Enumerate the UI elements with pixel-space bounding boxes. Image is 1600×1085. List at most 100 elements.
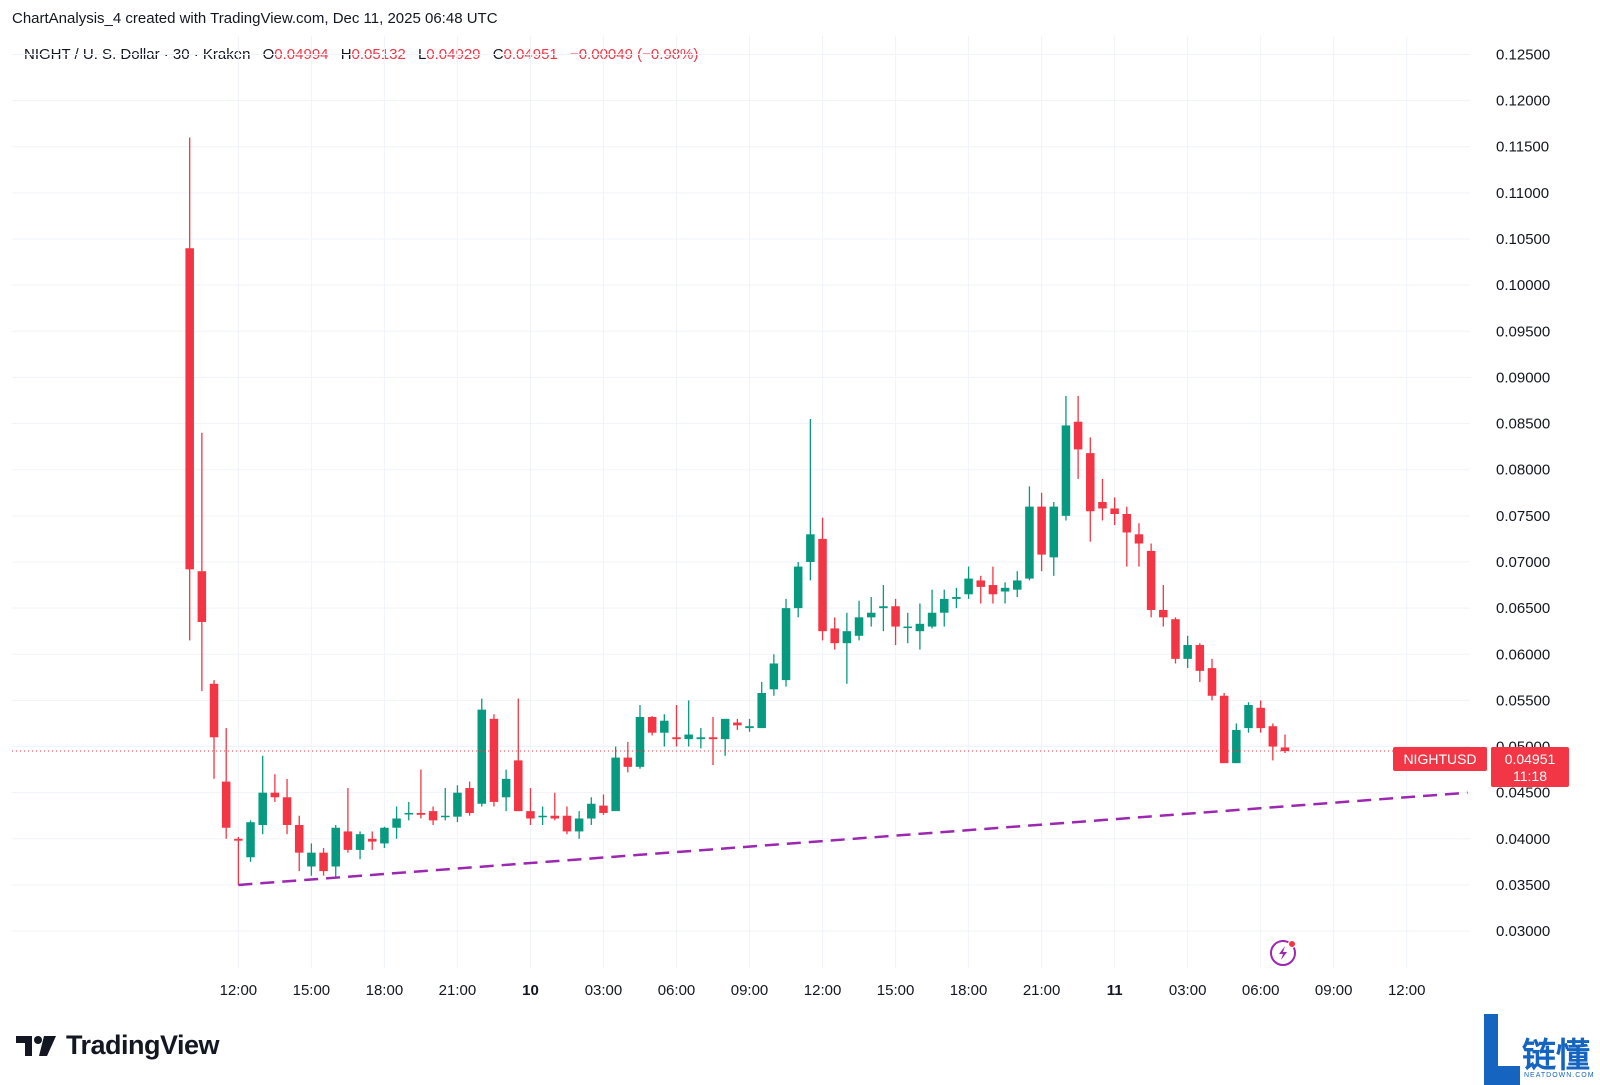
candle-body xyxy=(185,248,194,570)
price-tag-bg xyxy=(1491,747,1569,787)
y-tick-label: 0.12000 xyxy=(1496,93,1550,110)
candle-body xyxy=(246,822,255,858)
y-tick-label: 0.09000 xyxy=(1496,369,1550,386)
x-tick-label: 15:00 xyxy=(293,982,331,999)
candle-up xyxy=(355,831,365,860)
candle-down xyxy=(818,517,827,641)
watermark-cn: 链懂 xyxy=(1522,1036,1590,1076)
x-tick-label: 03:00 xyxy=(1169,982,1207,999)
candle-down xyxy=(1098,478,1107,521)
candle-body xyxy=(538,815,547,818)
candle-body xyxy=(514,760,523,812)
y-tick-label: 0.04000 xyxy=(1496,831,1550,848)
candle-down xyxy=(234,836,243,885)
candle-body xyxy=(294,824,304,853)
candle-body xyxy=(757,693,766,729)
candle-body xyxy=(660,720,669,733)
candle-up xyxy=(1244,702,1253,733)
candle-down xyxy=(550,792,560,821)
candle-up xyxy=(915,603,925,650)
candle-up xyxy=(258,755,267,835)
candle-down xyxy=(623,741,633,773)
candle-up xyxy=(1049,502,1059,576)
candle-up xyxy=(879,585,888,632)
candle-up xyxy=(927,589,937,629)
y-tick-label: 0.11000 xyxy=(1496,185,1549,202)
candle-body xyxy=(221,781,231,828)
candle-up xyxy=(806,418,815,581)
candle-body xyxy=(270,792,280,798)
candle-down xyxy=(562,806,572,835)
y-tick-label: 0.07000 xyxy=(1496,554,1550,571)
support-trendline[interactable] xyxy=(238,791,1468,887)
candle-up xyxy=(781,598,791,687)
candle-body xyxy=(1013,580,1022,590)
candle-up xyxy=(477,698,487,807)
candle-down xyxy=(733,718,742,730)
candle-body xyxy=(891,606,900,627)
candle-body xyxy=(501,778,511,798)
candle-body xyxy=(939,598,949,613)
candle-body xyxy=(331,827,340,867)
candle-body xyxy=(1195,645,1205,671)
candle-body xyxy=(562,815,572,832)
y-tick-label: 0.07500 xyxy=(1496,508,1550,525)
candle-down xyxy=(1280,734,1290,753)
trendline-layer xyxy=(238,791,1468,887)
y-tick-label: 0.08000 xyxy=(1496,462,1550,479)
candle-body xyxy=(599,805,608,813)
y-tick-label: 0.04500 xyxy=(1496,785,1550,802)
candle-body xyxy=(367,838,377,842)
x-tick-label: 09:00 xyxy=(1315,982,1353,999)
x-tick-label: 03:00 xyxy=(585,982,623,999)
candle-body xyxy=(526,811,535,819)
candle-down xyxy=(343,788,353,853)
candle-body xyxy=(392,818,401,828)
price-axis[interactable]: 0.12500 0.12000 0.11500 0.11000 0.10500 0.100… xyxy=(1496,46,1550,940)
candle-body xyxy=(964,578,973,595)
candle-body xyxy=(854,617,864,636)
candle-body xyxy=(1268,726,1278,747)
candle-body xyxy=(611,757,620,812)
candle-down xyxy=(185,137,194,641)
time-axis[interactable]: 12:00 15:00 18:00 21:00 10 03:00 06:00 09:00 12:… xyxy=(220,982,1426,999)
candle-body xyxy=(282,797,292,825)
candle-body xyxy=(952,597,961,599)
candle-up xyxy=(745,718,754,732)
candle-body xyxy=(708,737,718,740)
candle-down xyxy=(197,432,207,692)
x-tick-label: 15:00 xyxy=(877,982,915,999)
tradingview-logo[interactable]: TradingView xyxy=(16,1030,220,1061)
candles xyxy=(185,137,1290,885)
y-tick-label: 0.03000 xyxy=(1496,923,1550,940)
candle-up xyxy=(684,700,693,747)
watermark-l-icon xyxy=(1484,1014,1520,1085)
x-tick-label: 18:00 xyxy=(950,982,988,999)
y-tick-label: 0.10500 xyxy=(1496,231,1550,248)
candle-body xyxy=(1207,668,1217,696)
candle-body xyxy=(1122,513,1132,533)
candle-up xyxy=(769,654,779,696)
x-tick-label: 18:00 xyxy=(366,982,404,999)
candle-body xyxy=(1086,453,1095,512)
candle-body xyxy=(806,534,815,562)
candle-body xyxy=(879,606,888,609)
candle-up xyxy=(307,843,316,876)
candle-body xyxy=(574,818,584,832)
candle-body xyxy=(684,734,693,740)
candlestick-chart[interactable]: 0.12500 0.12000 0.11500 0.11000 0.10500 0.100… xyxy=(0,0,1600,1010)
y-tick-label: 0.03500 xyxy=(1496,877,1550,894)
candle-body xyxy=(1037,506,1046,555)
candle-body xyxy=(1025,506,1034,579)
price-tag-countdown: 11:18 xyxy=(1513,768,1547,784)
candle-body xyxy=(793,566,803,609)
lightning-icon[interactable] xyxy=(1270,940,1296,966)
price-tag-layer: NIGHTUSD 0.04951 11:18 xyxy=(1393,747,1569,787)
candle-body xyxy=(635,717,645,767)
candle-down xyxy=(891,598,900,646)
candle-up xyxy=(660,714,669,747)
candle-down xyxy=(1073,395,1083,479)
candle-body xyxy=(489,718,499,802)
y-tick-label: 0.06000 xyxy=(1496,646,1550,663)
x-tick-label: 10 xyxy=(522,982,539,999)
